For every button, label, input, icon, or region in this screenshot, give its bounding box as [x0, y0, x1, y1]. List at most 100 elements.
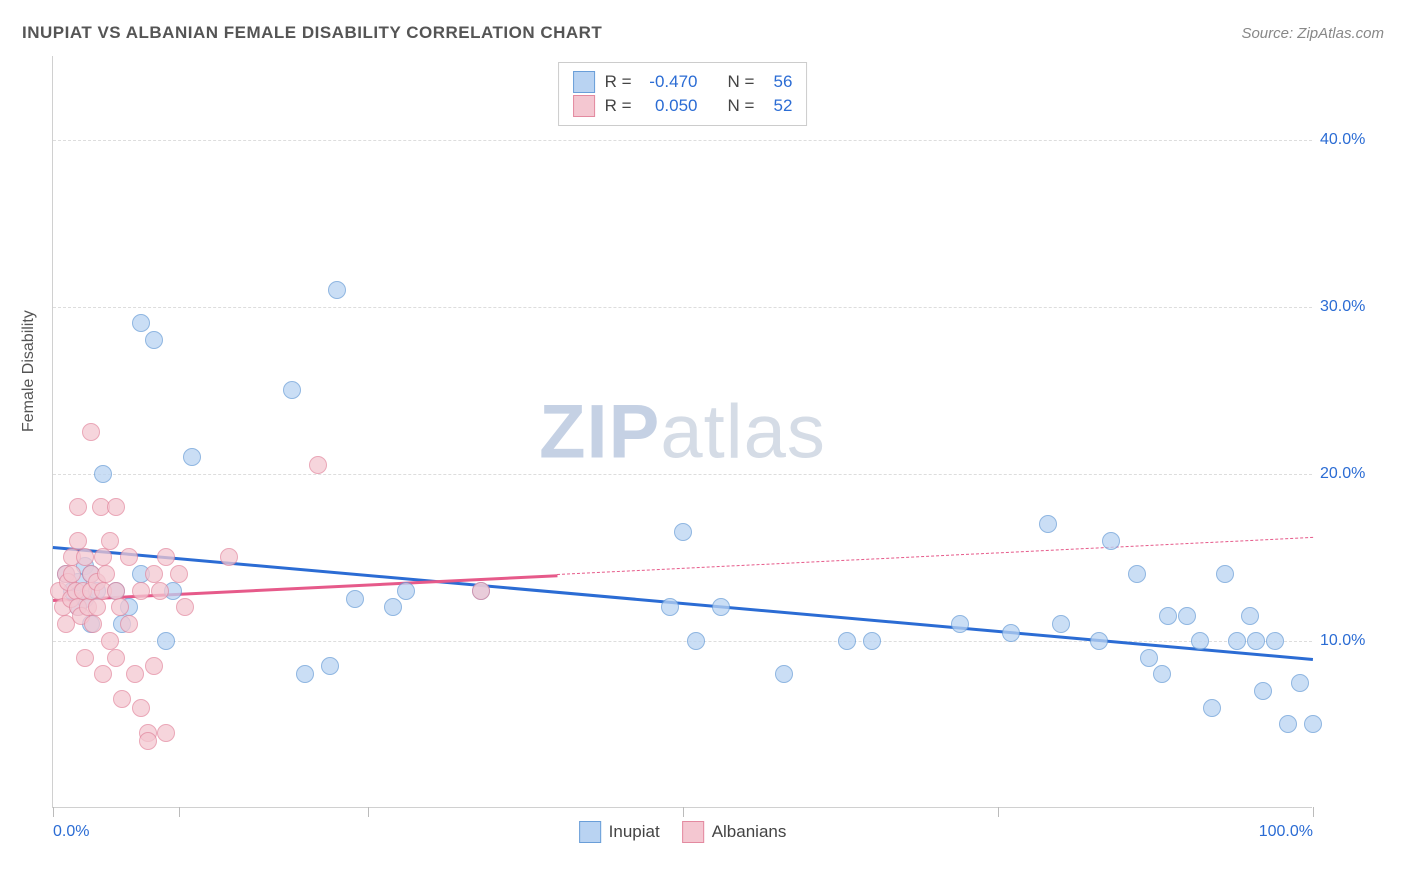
scatter-point: [328, 281, 346, 299]
scatter-point: [296, 665, 314, 683]
y-tick-label: 10.0%: [1320, 632, 1380, 650]
scatter-point: [1178, 607, 1196, 625]
scatter-point: [220, 548, 238, 566]
x-tick: [368, 807, 369, 817]
scatter-point: [183, 448, 201, 466]
scatter-point: [661, 598, 679, 616]
scatter-point: [472, 582, 490, 600]
gridline: [53, 307, 1312, 308]
scatter-point: [94, 548, 112, 566]
series-name: Inupiat: [609, 822, 660, 842]
scatter-point: [69, 532, 87, 550]
scatter-point: [674, 523, 692, 541]
scatter-point: [1039, 515, 1057, 533]
r-label: R =: [605, 96, 632, 116]
scatter-point: [157, 724, 175, 742]
scatter-point: [1191, 632, 1209, 650]
scatter-point: [132, 699, 150, 717]
x-tick: [53, 807, 54, 817]
chart-source: Source: ZipAtlas.com: [1241, 25, 1384, 42]
scatter-point: [94, 665, 112, 683]
scatter-point: [838, 632, 856, 650]
x-tick: [179, 807, 180, 817]
stat-legend-row: R =0.050N =52: [573, 95, 793, 117]
gridline: [53, 140, 1312, 141]
scatter-point: [1203, 699, 1221, 717]
n-label: N =: [728, 72, 755, 92]
y-tick-label: 40.0%: [1320, 131, 1380, 149]
legend-swatch: [579, 821, 601, 843]
scatter-point: [1279, 715, 1297, 733]
series-legend-item: Albanians: [682, 821, 787, 843]
scatter-point: [139, 732, 157, 750]
chart-title: INUPIAT VS ALBANIAN FEMALE DISABILITY CO…: [22, 23, 602, 43]
r-value: -0.470: [642, 72, 698, 92]
legend-swatch: [682, 821, 704, 843]
scatter-point: [113, 690, 131, 708]
watermark-zip: ZIP: [539, 389, 660, 474]
scatter-point: [384, 598, 402, 616]
trend-line: [53, 546, 1313, 661]
x-tick-label: 100.0%: [1259, 823, 1313, 841]
scatter-point: [145, 657, 163, 675]
scatter-point: [1002, 624, 1020, 642]
scatter-point: [1241, 607, 1259, 625]
scatter-point: [1128, 565, 1146, 583]
series-legend: Inupiat Albanians: [579, 821, 787, 843]
scatter-point: [1140, 649, 1158, 667]
scatter-point: [687, 632, 705, 650]
stat-legend: R =-0.470N =56R =0.050N =52: [558, 62, 808, 126]
scatter-point: [1291, 674, 1309, 692]
scatter-point: [321, 657, 339, 675]
series-legend-item: Inupiat: [579, 821, 660, 843]
x-tick-label: 0.0%: [53, 823, 89, 841]
scatter-point: [84, 615, 102, 633]
y-axis-label: Female Disability: [20, 310, 38, 432]
scatter-point: [283, 381, 301, 399]
scatter-point: [346, 590, 364, 608]
scatter-point: [101, 532, 119, 550]
scatter-point: [107, 582, 125, 600]
legend-swatch: [573, 95, 595, 117]
scatter-point: [76, 649, 94, 667]
scatter-point: [1247, 632, 1265, 650]
r-label: R =: [605, 72, 632, 92]
scatter-point: [170, 565, 188, 583]
gridline: [53, 474, 1312, 475]
scatter-point: [176, 598, 194, 616]
scatter-point: [120, 548, 138, 566]
n-label: N =: [728, 96, 755, 116]
scatter-point: [1216, 565, 1234, 583]
scatter-point: [1090, 632, 1108, 650]
scatter-point: [145, 331, 163, 349]
series-name: Albanians: [712, 822, 787, 842]
scatter-point: [132, 314, 150, 332]
scatter-point: [151, 582, 169, 600]
scatter-point: [157, 632, 175, 650]
scatter-point: [132, 582, 150, 600]
scatter-point: [107, 649, 125, 667]
y-tick-label: 30.0%: [1320, 298, 1380, 316]
chart-header: INUPIAT VS ALBANIAN FEMALE DISABILITY CO…: [22, 18, 1384, 48]
scatter-point: [712, 598, 730, 616]
scatter-point: [1254, 682, 1272, 700]
scatter-point: [397, 582, 415, 600]
scatter-point: [97, 565, 115, 583]
scatter-point: [157, 548, 175, 566]
scatter-point: [120, 615, 138, 633]
n-value: 56: [764, 72, 792, 92]
scatter-point: [126, 665, 144, 683]
scatter-point: [101, 632, 119, 650]
watermark-atlas: atlas: [660, 389, 826, 474]
scatter-point: [309, 456, 327, 474]
x-tick: [683, 807, 684, 817]
scatter-point: [145, 565, 163, 583]
scatter-point: [94, 465, 112, 483]
scatter-point: [107, 498, 125, 516]
x-tick: [998, 807, 999, 817]
scatter-point: [1228, 632, 1246, 650]
scatter-point: [1153, 665, 1171, 683]
n-value: 52: [764, 96, 792, 116]
scatter-point: [951, 615, 969, 633]
stat-legend-row: R = -0.470 N = 56: [573, 71, 793, 93]
